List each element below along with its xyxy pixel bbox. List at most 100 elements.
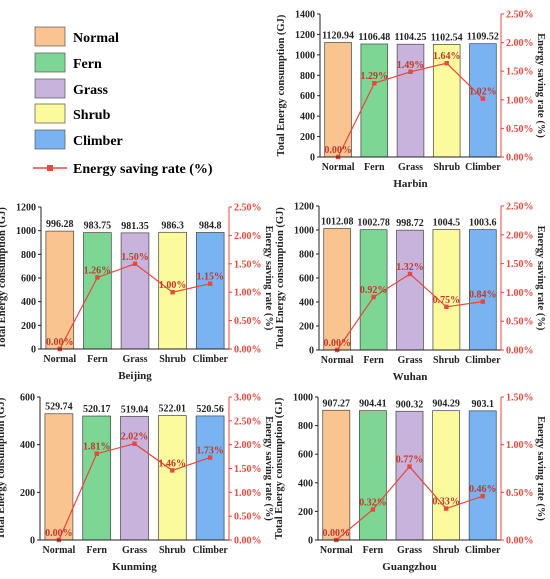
category-label: Shrub <box>159 545 186 556</box>
bar <box>322 409 351 541</box>
bar <box>432 229 461 351</box>
bar-value-label: 519.04 <box>121 404 149 415</box>
bar-value-label: 522.01 <box>159 404 187 415</box>
panel-title: Wuhan <box>393 371 428 383</box>
right-tick-label: 1.00% <box>234 488 262 499</box>
chart-panel-harbin: 1120.94 1106.48 1104.25 1102.54 1109.52 0.00%… <box>276 10 546 191</box>
right-tick-label: 1.50% <box>234 464 262 475</box>
saving-rate-label: 1.64% <box>433 51 461 62</box>
left-tick-label: 400 <box>21 297 36 308</box>
category-label: Shrub <box>433 355 460 366</box>
saving-rate-label: 1.29% <box>361 71 389 82</box>
saving-rate-label: 1.50% <box>121 252 149 263</box>
left-tick-label: 600 <box>300 91 315 102</box>
saving-rate-point <box>443 506 449 511</box>
bar <box>157 415 187 541</box>
saving-rate-point <box>444 60 449 66</box>
bar-value-label: 904.29 <box>432 399 460 410</box>
bar-value-label: 986.3 <box>161 220 184 231</box>
category-label: Grass <box>398 162 423 173</box>
legend-swatch-fern <box>34 52 66 73</box>
bar-value-label: 998.72 <box>396 218 424 229</box>
panel-title: Beijing <box>118 370 152 382</box>
bar-value-label: 1004.5 <box>433 217 461 228</box>
saving-rate-point <box>170 468 175 473</box>
right-axis-title: Energy saving rate (%) <box>535 416 546 521</box>
saving-rate-label: 0.77% <box>396 455 424 466</box>
saving-rate-point <box>132 441 137 446</box>
left-tick-label: 600 <box>20 393 35 404</box>
bar <box>395 410 424 541</box>
left-tick-label: 200 <box>20 488 35 499</box>
legend-label: Energy saving rate (%) <box>73 162 213 177</box>
category-label: Grass <box>122 545 147 556</box>
right-tick-label: 1.50% <box>234 259 262 270</box>
left-axis-title: Total Energy consumption (GJ) <box>0 397 7 539</box>
bar <box>359 229 388 351</box>
bar-value-label: 1109.52 <box>467 32 499 43</box>
panel-title: Kunming <box>112 561 157 573</box>
right-axis-title: Energy saving rate (%) <box>535 33 546 138</box>
left-tick-label: 200 <box>299 322 314 333</box>
saving-rate-label: 1.15% <box>196 272 224 283</box>
bar <box>324 42 352 158</box>
saving-rate-label: 1.46% <box>159 458 187 469</box>
saving-rate-label: 0.00% <box>323 528 351 539</box>
right-axis-title: Energy saving rate (%) <box>263 416 274 521</box>
bar <box>120 415 149 541</box>
category-label: Climber <box>192 545 228 556</box>
left-tick-label: 400 <box>298 478 313 489</box>
category-label: Fern <box>86 545 107 556</box>
saving-rate-label: 0.00% <box>324 145 352 156</box>
bar-value-label: 1003.6 <box>469 218 497 229</box>
right-tick-label: 2.00% <box>234 440 262 451</box>
category-label: Climber <box>465 545 501 556</box>
bar <box>396 229 424 351</box>
saving-rate-point <box>95 275 100 280</box>
left-tick-label: 400 <box>20 440 35 451</box>
bar-value-label: 1102.54 <box>431 32 463 43</box>
legend-swatch-shrub <box>34 103 66 124</box>
legend-label: Fern <box>73 57 102 72</box>
legend: Normal Fern Grass Shrub Climber Energy saving… <box>33 26 213 177</box>
saving-rate-label: 0.00% <box>46 337 74 348</box>
category-label: Normal <box>43 545 76 556</box>
bar-value-label: 1106.48 <box>358 32 390 43</box>
bar <box>323 228 352 351</box>
right-tick-label: 1.50% <box>506 67 534 78</box>
category-label: Normal <box>320 545 353 556</box>
left-axis-title: Total Energy consumption (GJ) <box>274 397 285 539</box>
right-tick-label: 0.00% <box>506 153 534 164</box>
right-tick-label: 1.00% <box>234 288 262 299</box>
saving-rate-point <box>372 81 377 86</box>
right-tick-label: 0.50% <box>506 317 534 328</box>
left-tick-label: 1000 <box>294 226 314 237</box>
saving-rate-point <box>207 455 213 460</box>
left-tick-label: 600 <box>299 274 314 285</box>
bar-value-label: 907.27 <box>323 398 351 409</box>
bar <box>195 232 225 350</box>
saving-rate-point <box>208 281 213 286</box>
saving-rate-point <box>480 299 485 304</box>
chart-panel-beijing: 996.28 983.75 981.35 986.3 984.8 0.00% 1.26% 1.… <box>0 203 274 383</box>
bar-value-label: 900.32 <box>396 399 424 410</box>
saving-rate-point <box>407 464 412 469</box>
legend-line-marker <box>47 165 53 171</box>
legend-swatch-grass <box>34 78 66 99</box>
category-label: Normal <box>321 355 354 366</box>
category-label: Climber <box>465 355 501 366</box>
bar-value-label: 520.56 <box>196 404 224 415</box>
right-tick-label: 0.50% <box>506 124 534 135</box>
right-tick-label: 1.00% <box>506 440 534 451</box>
bar <box>82 415 112 541</box>
bar <box>44 413 74 541</box>
right-tick-label: 2.00% <box>234 231 262 242</box>
saving-rate-point <box>444 304 449 309</box>
panel-title: Harbin <box>393 178 427 190</box>
right-tick-label: 2.50% <box>234 203 262 214</box>
bar-value-label: 520.17 <box>83 404 111 415</box>
left-tick-label: 0 <box>309 346 314 357</box>
legend-label: Shrub <box>73 108 111 123</box>
saving-rate-point <box>407 271 413 277</box>
bar <box>83 232 112 350</box>
